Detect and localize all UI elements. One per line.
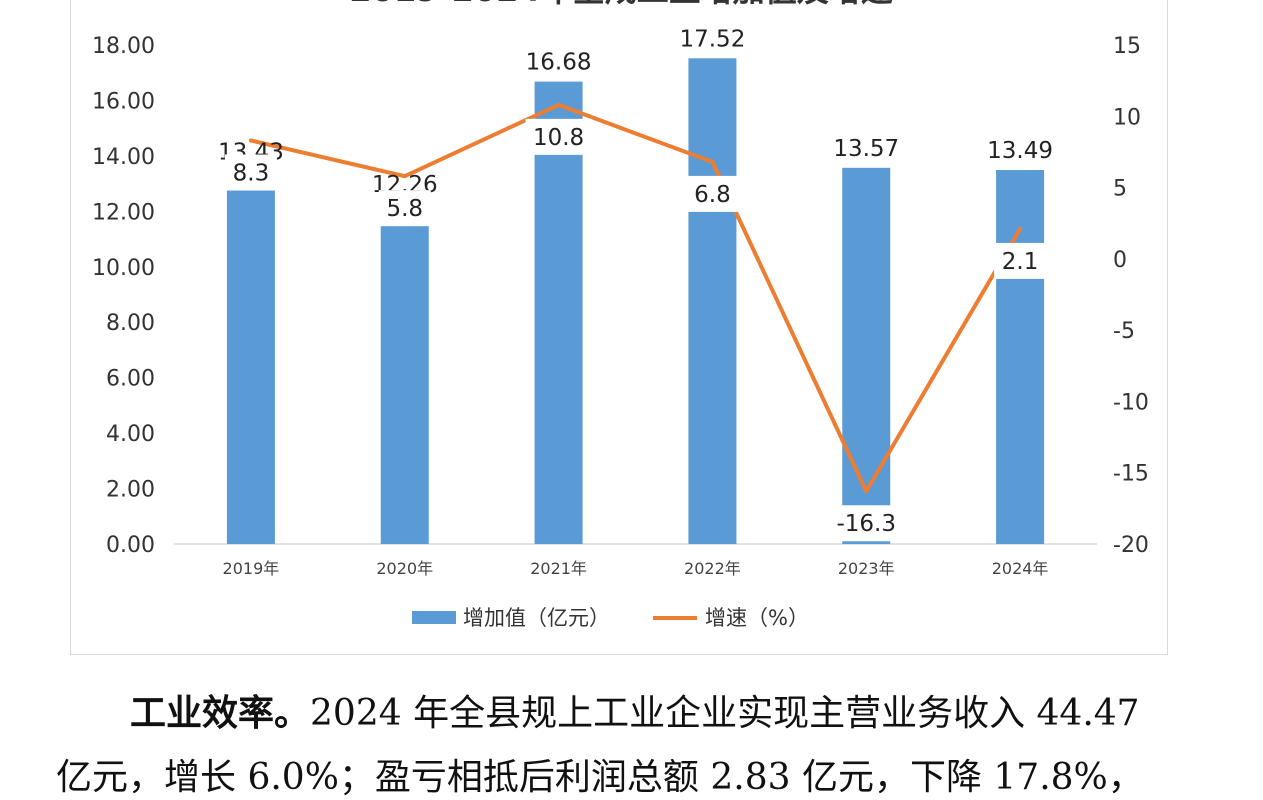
paragraph-line-2: 亿元，增长 6.0%；盈亏相抵后利润总额 2.83 亿元，下降 17.8%， [56, 757, 1144, 798]
left-axis-tick-label: 14.00 [92, 145, 155, 170]
chart-title: 2019-2024年全成工业增加值及增速 [349, 0, 892, 9]
paragraph-text-1: 2024 年全县规上工业企业实现主营业务收入 44.47 [310, 693, 1140, 734]
line-point [864, 489, 869, 494]
bar [380, 204, 429, 544]
right-axis-tick-label: -5 [1113, 319, 1135, 344]
legend-label-line: 增速（%） [705, 606, 809, 630]
x-axis-tick-label: 2020年 [376, 559, 433, 578]
left-axis-tick-label: 4.00 [106, 422, 155, 447]
left-axis-tick-label: 2.00 [106, 478, 155, 503]
left-axis-tick-label: 10.00 [92, 256, 155, 281]
left-axis-tick-label: 12.00 [92, 200, 155, 225]
x-axis-tick-label: 2024年 [992, 559, 1049, 578]
line-value-label-bg [378, 190, 431, 227]
growth-rate-line [250, 102, 1022, 494]
line-point [556, 102, 561, 107]
left-axis-tick-label: 0.00 [106, 533, 155, 558]
left-axis-tick-label: 16.00 [92, 89, 155, 114]
paragraph-line-1: 工业效率。2024 年全县规上工业企业实现主营业务收入 44.47 [130, 684, 1263, 736]
x-axis-tick-label: 2023年 [838, 559, 895, 578]
bar-value-label: 16.68 [526, 50, 592, 76]
right-axis-tick-label: 5 [1113, 177, 1127, 202]
bar [842, 167, 891, 544]
line-value-label-bg [224, 154, 277, 191]
line-point [248, 138, 253, 143]
right-axis-tick-label: 15 [1113, 34, 1141, 59]
left-axis-tick-label: 18.00 [92, 34, 155, 59]
right-axis-tick-label: -10 [1113, 390, 1149, 415]
x-axis-tick-label: 2019年 [223, 559, 280, 578]
right-axis-tick-label: -20 [1113, 533, 1149, 558]
bar [534, 81, 583, 545]
right-axis-tick-label: 0 [1113, 248, 1127, 273]
line-value-label: 2.1 [1002, 249, 1039, 275]
line-value-label-bg [686, 175, 739, 212]
line-value-label-bg [525, 118, 592, 155]
line-point [402, 174, 407, 179]
line-value-label: 8.3 [233, 161, 270, 187]
bar [688, 58, 737, 544]
bar [226, 171, 275, 544]
line-value-label: -16.3 [836, 511, 896, 537]
right-axis-tick-label: -15 [1113, 462, 1149, 487]
combo-chart: 2019-2024年全成工业增加值及增速 0.00 2.00 4.00 6.00 8.0… [92, 0, 1149, 630]
line-point [1018, 226, 1023, 231]
legend-label-bar: 增加值（亿元） [463, 606, 610, 630]
line-point [710, 159, 715, 164]
x-axis-tick-label: 2021年 [530, 559, 587, 578]
line-value-label-bg [994, 242, 1047, 279]
bar-value-label: 17.52 [679, 26, 745, 52]
bar-value-label: 13.57 [833, 136, 899, 162]
bar [996, 170, 1045, 544]
legend-swatch-bar [412, 611, 456, 624]
left-axis-tick-label: 6.00 [106, 367, 155, 392]
bar-value-label: 13.49 [987, 138, 1053, 164]
paragraph-heading: 工业效率。 [130, 692, 311, 734]
line-value-label: 6.8 [694, 182, 731, 208]
chart-frame: 2019-2024年全成工业增加值及增速 0.00 2.00 4.00 6.00 8.0… [70, 0, 1168, 655]
x-axis-tick-label: 2022年 [684, 559, 741, 578]
legend: 增加值（亿元） 增速（%） [412, 606, 809, 630]
line-value-label: 10.8 [533, 125, 584, 151]
left-axis-tick-label: 8.00 [106, 311, 155, 336]
line-value-label: 5.8 [386, 196, 423, 222]
line-value-label-bg [826, 505, 907, 542]
right-axis-tick-label: 10 [1113, 105, 1141, 130]
